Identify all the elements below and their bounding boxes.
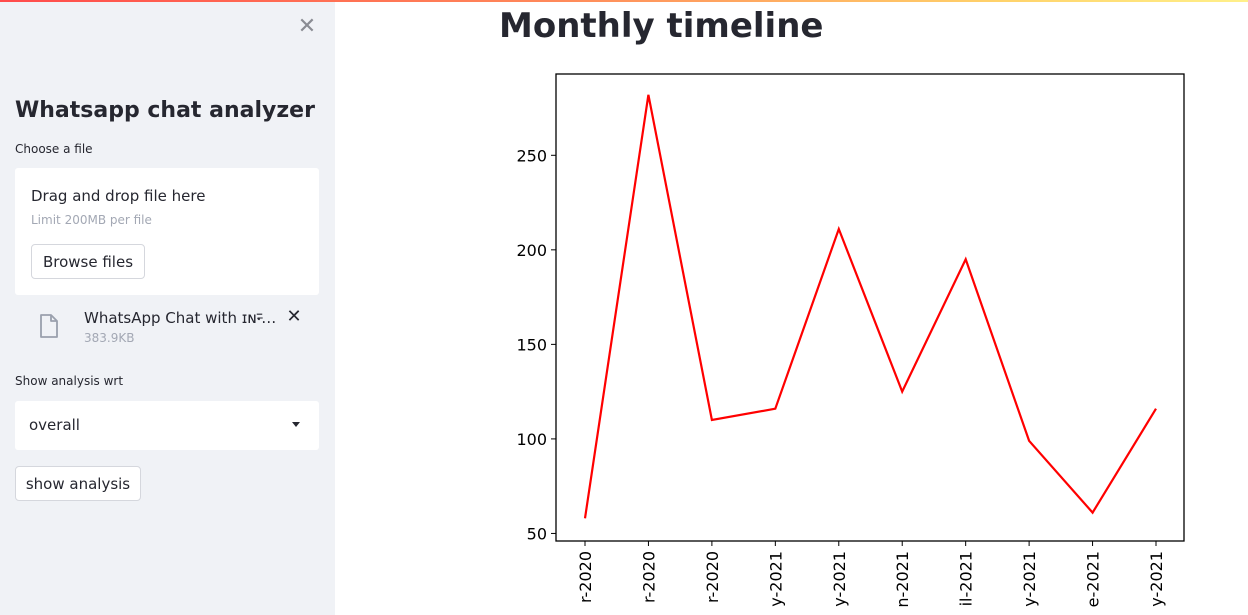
x-tick-label: il-2021 <box>957 551 976 606</box>
dropzone-limit-text: Limit 200MB per file <box>31 213 152 227</box>
browse-files-button[interactable]: Browse files <box>31 244 145 279</box>
sidebar: ✕ Whatsapp chat analyzer Choose a file D… <box>0 0 335 615</box>
show-analysis-button[interactable]: show analysis <box>15 466 141 501</box>
y-tick-label: 50 <box>527 524 547 543</box>
x-tick-label: y-2021 <box>766 551 785 607</box>
chevron-down-icon <box>292 422 300 427</box>
file-dropzone[interactable]: Drag and drop file here Limit 200MB per … <box>15 168 319 295</box>
sidebar-title: Whatsapp chat analyzer <box>15 98 315 123</box>
header-decoration-bar <box>0 0 1248 2</box>
x-tick-label: r-2020 <box>703 551 722 603</box>
file-icon <box>40 314 58 338</box>
x-tick-label: e-2021 <box>1084 551 1103 607</box>
y-axis: 50 100 150 200 250 <box>516 146 556 543</box>
close-sidebar-icon[interactable]: ✕ <box>297 14 317 39</box>
remove-file-icon[interactable]: ✕ <box>286 306 302 327</box>
plot-frame <box>555 73 1185 542</box>
y-tick-label: 100 <box>516 430 547 449</box>
y-tick-label: 200 <box>516 241 547 260</box>
analysis-select[interactable]: overall <box>15 401 319 450</box>
uploaded-file-item: WhatsApp Chat with ɪɴन्यू... 383.9KB ✕ <box>15 305 319 350</box>
y-tick-label: 150 <box>516 335 547 354</box>
x-tick-label: y-2021 <box>830 551 849 607</box>
dropzone-instructions: Drag and drop file here <box>31 187 206 205</box>
file-uploader-label: Choose a file <box>15 142 93 156</box>
uploaded-file-size: 383.9KB <box>84 331 135 345</box>
y-tick-label: 250 <box>516 146 547 165</box>
uploaded-file-name: WhatsApp Chat with ɪɴन्यू... <box>84 309 280 327</box>
x-tick-label: r-2020 <box>639 551 658 603</box>
x-tick-label: n-2021 <box>893 551 912 608</box>
x-tick-label: y-2021 <box>1020 551 1039 607</box>
analysis-select-label: Show analysis wrt <box>15 374 124 388</box>
monthly-timeline-chart: 50 100 150 200 250 r-2020 r-2020 r-2020 y-2021 y… <box>516 73 1185 608</box>
x-tick-label: r-2020 <box>576 551 595 603</box>
page-title: Monthly timeline <box>499 6 824 46</box>
series-layer <box>583 94 1157 519</box>
x-tick-label: y-2021 <box>1147 551 1166 607</box>
monthly-messages-line <box>583 94 1157 519</box>
x-axis: r-2020 r-2020 r-2020 y-2021 y-2021 n-2021 il-2… <box>576 541 1166 608</box>
analysis-select-value: overall <box>29 416 80 434</box>
